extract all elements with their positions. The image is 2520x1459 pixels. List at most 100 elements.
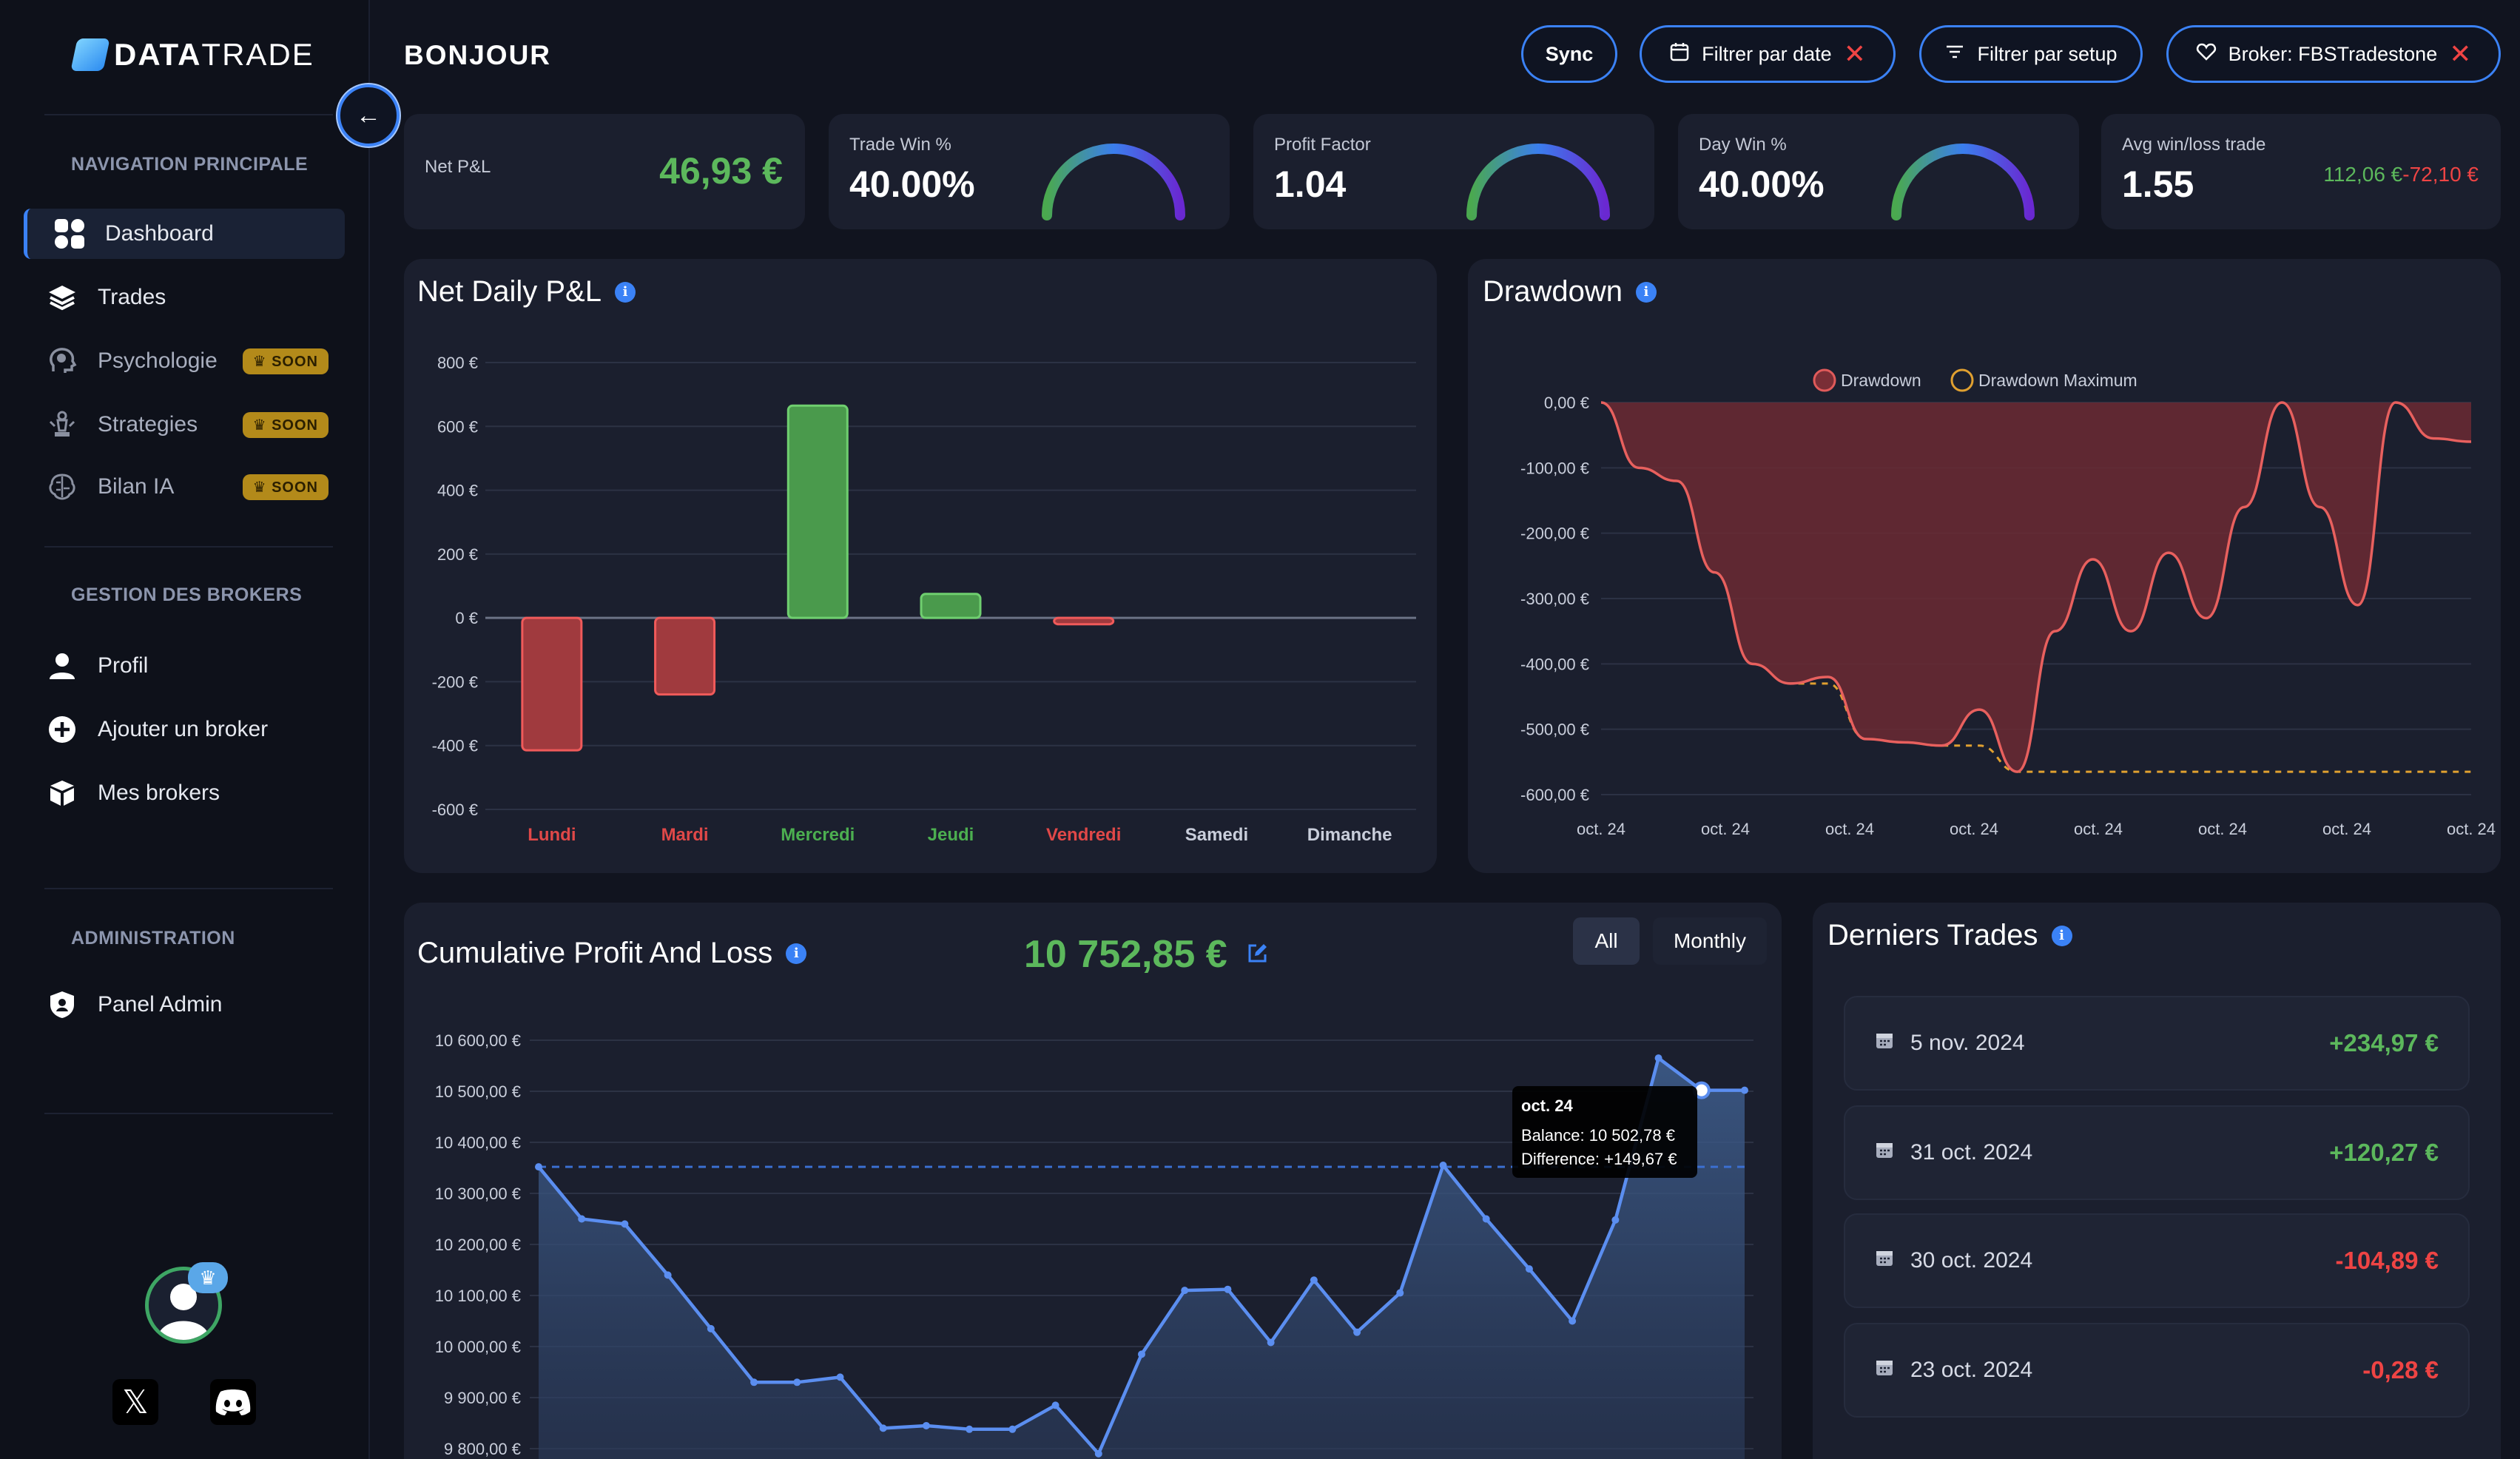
info-icon[interactable]: i	[1635, 281, 1657, 303]
x-tick-label: Jeudi	[928, 825, 974, 845]
bar	[654, 616, 716, 696]
data-point	[879, 1424, 887, 1432]
calendar-icon	[1875, 1358, 1894, 1383]
discord-icon[interactable]	[210, 1379, 256, 1425]
kpi-avg-win-loss-card: Avg win/loss trade 1.55 112,06 €-72,10 €	[2101, 114, 2501, 229]
panel-title: Drawdown	[1483, 275, 1623, 308]
divider	[44, 888, 333, 889]
sidebar-item-bilan-ia[interactable]: Bilan IA ♛ SOON	[24, 462, 345, 512]
x-tick-label: oct. 24	[1950, 820, 1998, 838]
kpi-label: Profit Factor	[1274, 135, 1371, 155]
bar	[1053, 616, 1115, 626]
data-point	[1051, 1401, 1059, 1409]
kpi-value: 40.00%	[1699, 164, 1825, 205]
trade-row[interactable]: 31 oct. 2024 +120,27 €	[1844, 1105, 2470, 1200]
legend-swatch-drawdown	[1813, 368, 1836, 392]
trade-row[interactable]: 5 nov. 2024 +234,97 €	[1844, 996, 2470, 1091]
edit-icon[interactable]	[1246, 943, 1268, 968]
ai-brain-icon	[46, 471, 78, 503]
info-icon[interactable]: i	[2051, 925, 2072, 946]
sidebar-item-label: Bilan IA	[98, 474, 175, 499]
trade-date: 30 oct. 2024	[1910, 1248, 2033, 1273]
sidebar-item-label: Psychologie	[98, 348, 218, 373]
y-tick-label: 10 600,00 €	[435, 1031, 521, 1050]
y-tick-label: -400,00 €	[1520, 655, 1589, 673]
y-tick-label: -300,00 €	[1520, 590, 1589, 608]
user-icon	[46, 650, 78, 682]
kpi-label: Trade Win %	[849, 135, 951, 155]
data-point	[1008, 1425, 1017, 1433]
data-point	[1224, 1285, 1232, 1293]
sidebar-item-trades[interactable]: Trades	[24, 272, 345, 323]
info-icon[interactable]: i	[614, 281, 636, 303]
logo-mark-icon	[70, 38, 110, 71]
gauge-track	[1891, 144, 2035, 216]
sidebar-item-psychologie[interactable]: Psychologie ♛ SOON	[24, 336, 345, 386]
day-win-gauge	[1891, 144, 2035, 220]
data-point	[1741, 1086, 1748, 1094]
section-title-administration: ADMINISTRATION	[71, 928, 235, 948]
info-icon[interactable]: i	[786, 943, 807, 964]
trade-amount: +120,27 €	[2329, 1139, 2439, 1166]
sync-label: Sync	[1545, 42, 1594, 65]
sidebar-item-label: Profil	[98, 653, 149, 678]
data-point	[750, 1378, 758, 1386]
data-point	[1569, 1317, 1577, 1325]
x-tick-label: Vendredi	[1046, 825, 1121, 845]
y-tick-label: 10 400,00 €	[435, 1133, 521, 1152]
filter-setup-button[interactable]: Filtrer par setup	[1919, 25, 2143, 83]
tooltip	[1512, 1086, 1697, 1178]
cumulative-pnl-panel: Cumulative Profit And Loss i 10 752,85 €…	[404, 903, 1782, 1459]
collapse-sidebar-button[interactable]: ←	[337, 84, 400, 146]
section-title-navigation: NAVIGATION PRINCIPALE	[71, 154, 309, 175]
sidebar-item-strategies[interactable]: Strategies ♛ SOON	[24, 400, 345, 450]
broker-selector-button[interactable]: Broker: FBSTradestone ✕	[2166, 25, 2501, 83]
soon-badge: ♛ SOON	[242, 411, 329, 438]
sidebar-item-dashboard[interactable]: Dashboard	[24, 209, 345, 259]
trade-date: 5 nov. 2024	[1910, 1031, 2025, 1055]
clear-broker-icon[interactable]: ✕	[2449, 38, 2472, 69]
brand-logo[interactable]: DATATRADE	[70, 37, 314, 73]
kpi-value: 1.55	[2122, 164, 2194, 205]
x-tick-label: oct. 24	[1577, 820, 1625, 838]
soon-badge: ♛ SOON	[242, 474, 329, 500]
section-title-brokers: GESTION DES BROKERS	[71, 584, 303, 605]
gauge-fill	[1891, 144, 2035, 220]
data-point	[1396, 1289, 1404, 1297]
legend-label: Drawdown	[1841, 371, 1921, 390]
trade-row[interactable]: 23 oct. 2024 -0,28 €	[1844, 1323, 2470, 1418]
sidebar-item-profil[interactable]: Profil	[24, 641, 345, 691]
sync-button[interactable]: Sync	[1521, 25, 1617, 83]
trade-amount: +234,97 €	[2329, 1029, 2439, 1057]
filter-date-button[interactable]: Filtrer par date ✕	[1640, 25, 1896, 83]
trade-win-gauge	[1042, 144, 1185, 220]
tooltip-difference: Difference: +149,67 €	[1521, 1150, 1677, 1168]
x-tick-label: oct. 24	[2074, 820, 2123, 838]
data-point	[966, 1425, 974, 1433]
x-tick-label: Lundi	[528, 825, 576, 845]
y-tick-label: -500,00 €	[1520, 721, 1589, 739]
heart-icon	[2196, 41, 2217, 67]
gauge-fill	[1466, 144, 1610, 220]
seg-all-button[interactable]: All	[1573, 917, 1640, 965]
clear-date-filter-icon[interactable]: ✕	[1843, 38, 1866, 69]
x-tick-label: Samedi	[1185, 825, 1248, 845]
trade-row[interactable]: 30 oct. 2024 -104,89 €	[1844, 1213, 2470, 1308]
x-tick-label: oct. 24	[2447, 820, 2496, 838]
divider	[44, 1113, 333, 1114]
divider	[44, 546, 333, 547]
filter-setup-label: Filtrer par setup	[1977, 42, 2118, 65]
filter-icon	[1944, 41, 1965, 67]
sidebar-item-mes-brokers[interactable]: Mes brokers	[24, 768, 345, 818]
arrow-left-icon: ←	[356, 101, 381, 129]
sidebar-item-panel-admin[interactable]: Panel Admin	[24, 980, 345, 1030]
sidebar-item-ajouter-broker[interactable]: Ajouter un broker	[24, 704, 345, 755]
panel-title: Net Daily P&L	[417, 275, 602, 308]
y-tick-label: 0,00 €	[1544, 394, 1589, 412]
seg-monthly-button[interactable]: Monthly	[1653, 917, 1767, 965]
data-point	[1094, 1449, 1102, 1458]
legend-label: Drawdown Maximum	[1978, 371, 2137, 390]
grid-icon	[53, 218, 86, 250]
kpi-value: 1.04	[1274, 164, 1347, 205]
x-twitter-icon[interactable]: 𝕏	[112, 1379, 158, 1425]
